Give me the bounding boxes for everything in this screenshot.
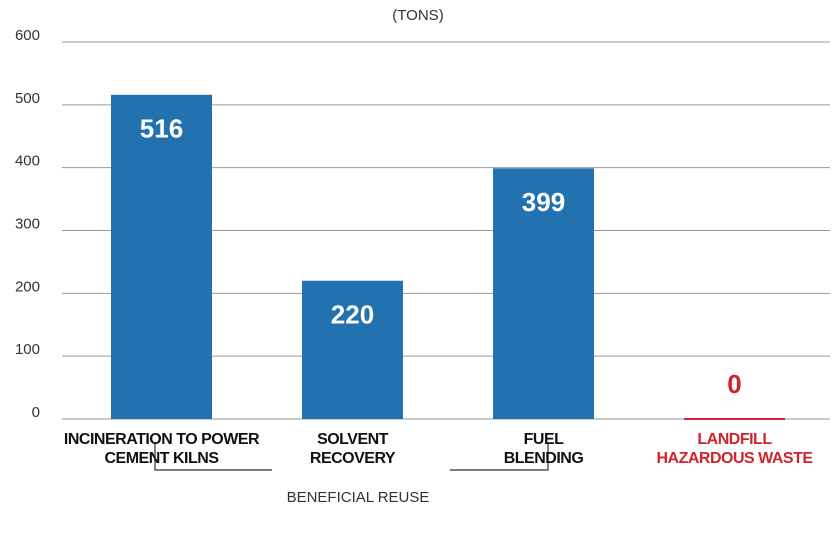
bracket-left (154, 443, 272, 471)
value-label: 0 (727, 369, 741, 399)
x-tick-label: FUEL BLENDING (504, 431, 584, 467)
bar (493, 168, 594, 419)
value-label: 220 (331, 300, 374, 330)
y-tick-label: 500 (15, 90, 40, 107)
y-tick-label: 600 (15, 27, 40, 44)
value-label: 399 (522, 187, 565, 217)
x-tick-label: INCINERATION TO POWER CEMENT KILNS (64, 431, 260, 467)
x-tick-label: LANDFILL HAZARDOUS WASTE (656, 431, 813, 467)
bracket-right (450, 443, 549, 471)
bar (302, 280, 403, 419)
y-tick-label: 100 (15, 341, 40, 358)
y-tick-label: 0 (32, 404, 40, 421)
y-tick-label: 200 (15, 278, 40, 295)
chart-subtitle: (TONS) (392, 7, 443, 24)
annotation: BENEFICIAL REUSE (287, 489, 430, 506)
x-tick-label: SOLVENT RECOVERY (310, 431, 396, 467)
value-label: 516 (140, 114, 183, 144)
bar (111, 94, 212, 419)
y-tick-label: 400 (15, 153, 40, 170)
y-tick-label: 300 (15, 215, 40, 232)
